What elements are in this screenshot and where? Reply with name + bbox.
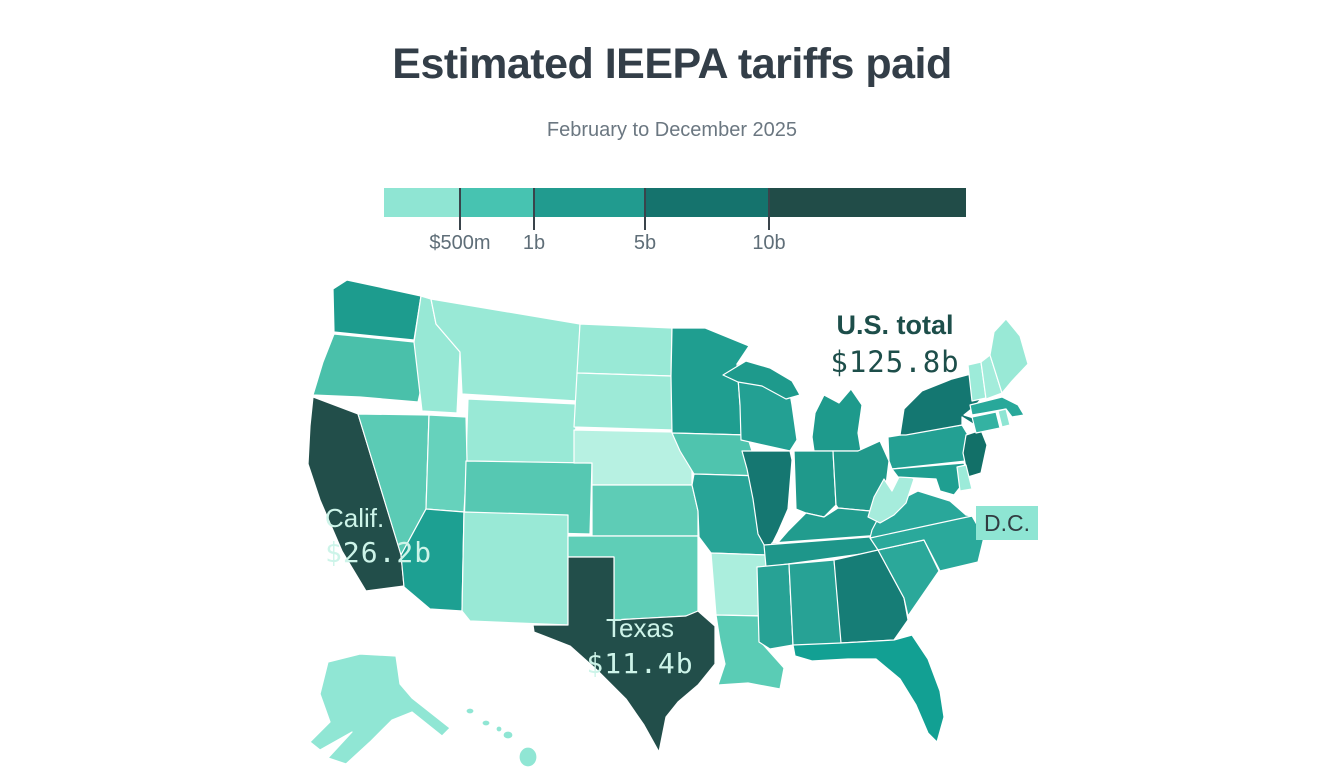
state-district-of-columbia[interactable]: D.C. bbox=[976, 506, 1038, 540]
california-annotation: Calif. $26.2b bbox=[325, 503, 432, 569]
state-rhode-island[interactable] bbox=[997, 408, 1011, 428]
california-label: Calif. bbox=[325, 503, 385, 533]
dc-label: D.C. bbox=[984, 509, 1030, 536]
legend-segment-4 bbox=[769, 188, 966, 217]
legend-tick-label-1: 1b bbox=[522, 232, 546, 254]
state-utah[interactable] bbox=[425, 414, 468, 513]
state-mississippi[interactable] bbox=[756, 563, 794, 650]
texas-value: $11.4b bbox=[586, 647, 694, 680]
state-wyoming[interactable] bbox=[465, 398, 578, 464]
us-total-label: U.S. total bbox=[836, 310, 954, 340]
texas-label: Texas bbox=[606, 613, 674, 643]
legend-segment-2 bbox=[534, 188, 645, 217]
legend-segment-3 bbox=[645, 188, 769, 217]
state-oregon[interactable] bbox=[312, 333, 423, 403]
state-hawaii[interactable] bbox=[465, 707, 538, 768]
us-total-value: $125.8b bbox=[830, 345, 960, 379]
state-kansas[interactable] bbox=[591, 484, 699, 537]
legend-tick-1 bbox=[533, 188, 535, 230]
state-illinois[interactable] bbox=[741, 450, 793, 553]
chart-title: Estimated IEEPA tariffs paid bbox=[392, 40, 952, 88]
state-delaware[interactable] bbox=[956, 464, 973, 492]
state-massachusetts[interactable] bbox=[969, 396, 1025, 418]
us-total-annotation: U.S. total $125.8b bbox=[770, 310, 1020, 379]
state-michigan-lower[interactable] bbox=[811, 388, 863, 452]
state-north-dakota[interactable] bbox=[576, 323, 673, 377]
california-value: $26.2b bbox=[325, 536, 433, 569]
state-texas[interactable] bbox=[532, 556, 716, 753]
chart-subtitle: February to December 2025 bbox=[546, 119, 798, 141]
legend-tick-0 bbox=[459, 188, 461, 230]
texas-annotation: Texas $11.4b bbox=[565, 613, 715, 680]
state-michigan-upper[interactable] bbox=[722, 360, 801, 400]
state-indiana[interactable] bbox=[793, 450, 837, 518]
us-choropleth-map bbox=[300, 264, 1044, 784]
state-washington[interactable] bbox=[332, 279, 422, 341]
state-south-dakota[interactable] bbox=[573, 372, 675, 431]
state-maine[interactable] bbox=[989, 318, 1029, 394]
legend-tick-label-3: 10b bbox=[752, 232, 786, 254]
state-new-york[interactable] bbox=[899, 370, 991, 436]
legend-tick-label-0: $500m bbox=[429, 232, 491, 254]
state-kentucky[interactable] bbox=[767, 507, 897, 555]
us-map-svg bbox=[307, 279, 1029, 768]
legend-segment-1 bbox=[460, 188, 534, 217]
state-new-mexico[interactable] bbox=[461, 511, 569, 626]
legend-tick-3 bbox=[768, 188, 770, 230]
color-scale-legend: $500m 1b 5b 10b bbox=[384, 188, 966, 254]
legend-color-bar bbox=[384, 188, 966, 217]
state-alaska[interactable] bbox=[309, 653, 451, 765]
legend-tick-label-2: 5b bbox=[633, 232, 657, 254]
state-connecticut[interactable] bbox=[971, 411, 1001, 434]
legend-tick-2 bbox=[644, 188, 646, 230]
state-florida[interactable] bbox=[792, 634, 945, 743]
legend-segment-0 bbox=[384, 188, 460, 217]
